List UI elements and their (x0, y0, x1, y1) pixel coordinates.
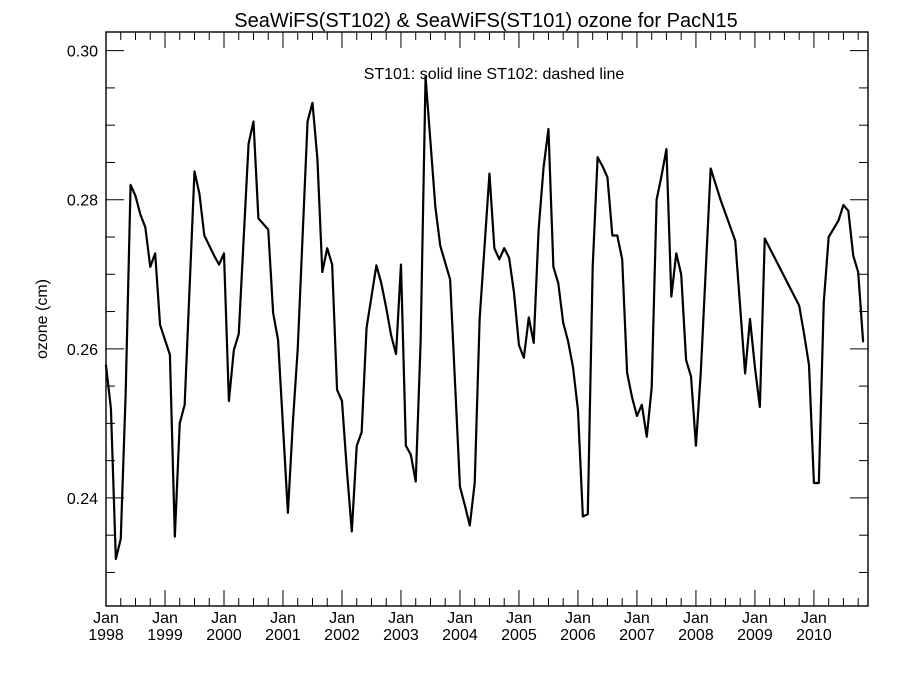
y-tick-label: 0.24 (67, 491, 98, 508)
y-tick-label: 0.28 (67, 193, 98, 210)
x-tick-year-label: 2006 (560, 627, 596, 644)
y-axis-label: ozone (cm) (34, 279, 51, 359)
x-tick-month-label: Jan (506, 610, 532, 627)
x-tick-year-label: 2001 (265, 627, 301, 644)
series-annotation: ST101: solid line ST102: dashed line (364, 66, 625, 83)
x-tick-year-label: 2008 (678, 627, 714, 644)
x-tick-month-label: Jan (565, 610, 591, 627)
x-tick-year-label: 1998 (88, 627, 124, 644)
x-tick-month-label: Jan (624, 610, 650, 627)
x-tick-month-label: Jan (801, 610, 827, 627)
x-tick-year-label: 2007 (619, 627, 655, 644)
x-tick-month-label: Jan (388, 610, 414, 627)
y-axis-ticks: 0.24 0.26 0.28 0.30 (67, 44, 868, 573)
x-tick-year-label: 1999 (147, 627, 183, 644)
x-tick-year-label: 2002 (324, 627, 360, 644)
x-tick-month-label: Jan (270, 610, 296, 627)
x-tick-month-label: Jan (211, 610, 237, 627)
x-tick-year-label: 2010 (796, 627, 832, 644)
y-tick-label: 0.30 (67, 44, 98, 61)
x-axis-ticks: Jan1998Jan1999Jan2000Jan2001Jan2002Jan20… (88, 32, 859, 644)
x-tick-year-label: 2004 (442, 627, 478, 644)
x-tick-month-label: Jan (683, 610, 709, 627)
x-tick-month-label: Jan (93, 610, 119, 627)
x-tick-month-label: Jan (447, 610, 473, 627)
x-tick-month-label: Jan (742, 610, 768, 627)
y-tick-label: 0.26 (67, 342, 98, 359)
chart-title: SeaWiFS(ST102) & SeaWiFS(ST101) ozone fo… (234, 10, 738, 32)
x-tick-year-label: 2005 (501, 627, 537, 644)
x-tick-year-label: 2000 (206, 627, 242, 644)
x-tick-year-label: 2009 (737, 627, 773, 644)
series-group (104, 75, 865, 561)
plot-frame (105, 31, 869, 607)
x-tick-month-label: Jan (329, 610, 355, 627)
x-tick-month-label: Jan (152, 610, 178, 627)
series-line-st101 (104, 75, 865, 561)
x-tick-year-label: 2003 (383, 627, 419, 644)
